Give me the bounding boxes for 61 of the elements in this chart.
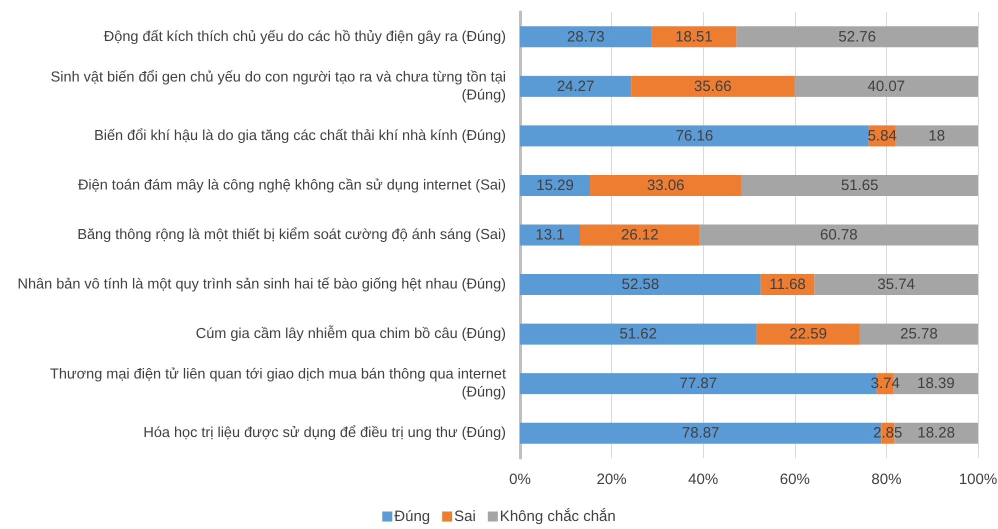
data-label: 18.51 bbox=[675, 28, 713, 46]
data-label: 35.66 bbox=[694, 78, 732, 95]
data-label: 40.07 bbox=[867, 78, 906, 95]
y-tick-label: Biến đổi khí hậu là do gia tăng các chất thải khí nhà kính (Đúng) bbox=[94, 128, 506, 144]
x-tick-label: 80% bbox=[871, 471, 902, 488]
legend-label: Đúng bbox=[394, 508, 430, 525]
bar bbox=[580, 224, 700, 246]
bar bbox=[520, 324, 756, 345]
data-label: 13.1 bbox=[535, 226, 565, 244]
bar bbox=[756, 324, 860, 345]
data-label: 52.76 bbox=[838, 28, 876, 46]
y-tick-label: Băng thông rộng là một thiết bị kiểm soát cường độ ánh sáng (Sai) bbox=[77, 227, 506, 243]
data-label: 25.78 bbox=[900, 326, 938, 343]
data-label: 51.62 bbox=[619, 326, 657, 343]
bar bbox=[520, 274, 761, 296]
y-tick-label: Nhân bản vô tính là một quy trình sản sinh hai tế bào giống hệt nhau (Đúng) bbox=[18, 276, 506, 293]
data-label: 60.78 bbox=[820, 226, 858, 244]
bar bbox=[896, 125, 978, 146]
data-label: 2.85 bbox=[873, 424, 902, 442]
data-label: 18 bbox=[928, 127, 946, 144]
bar bbox=[736, 26, 978, 48]
y-tick-label: Cúm gia cầm lây nhiễm qua chim bồ câu (Đúng) bbox=[196, 325, 506, 342]
x-tick-label: 100% bbox=[958, 471, 998, 488]
legend-label: Sai bbox=[454, 508, 476, 525]
data-label: 15.29 bbox=[536, 176, 574, 194]
legend-label: Không chắc chắn bbox=[500, 507, 616, 525]
data-label: 76.16 bbox=[676, 127, 714, 144]
data-label: 18.28 bbox=[917, 424, 955, 442]
data-label: 78.87 bbox=[682, 424, 720, 442]
bar bbox=[520, 125, 869, 146]
y-tick-label: Động đất kích thích chủ yếu do các hồ thủy điện gây ra (Đúng) bbox=[104, 28, 506, 45]
data-label: 24.27 bbox=[556, 78, 594, 95]
bar bbox=[794, 76, 978, 97]
x-tick-label: 20% bbox=[596, 471, 627, 488]
bar bbox=[590, 174, 742, 196]
bar bbox=[520, 26, 652, 48]
data-label: 51.65 bbox=[840, 176, 878, 194]
data-label: 11.68 bbox=[769, 276, 806, 294]
data-label: 52.58 bbox=[622, 276, 660, 294]
bar bbox=[860, 324, 978, 345]
y-tick-label: Sinh vật biến đổi gen chủ yếu do con người tạo ra và chưa từng tồn tại (Đúng) bbox=[50, 69, 506, 104]
x-tick-label: 40% bbox=[688, 471, 718, 488]
data-label: 33.06 bbox=[646, 176, 685, 194]
bar bbox=[814, 274, 978, 296]
bar bbox=[631, 76, 794, 97]
y-tick-label: Hóa học trị liệu được sử dụng để điều trị ung thư (Đúng) bbox=[143, 425, 506, 442]
data-label: 35.74 bbox=[877, 276, 915, 294]
data-label: 22.59 bbox=[789, 326, 827, 343]
data-label: 77.87 bbox=[680, 375, 718, 392]
y-tick-label: Thương mại điện tử liên quan tới giao dịch mua bán thông qua internet (Đúng) bbox=[50, 366, 506, 401]
bar bbox=[520, 224, 580, 246]
bar bbox=[652, 26, 736, 48]
data-label: 26.12 bbox=[621, 226, 659, 244]
bar bbox=[741, 174, 978, 196]
data-label: 28.73 bbox=[567, 28, 605, 46]
bar bbox=[700, 224, 978, 246]
x-tick-label: 60% bbox=[780, 471, 810, 488]
bar bbox=[520, 76, 632, 97]
x-tick-label: 0% bbox=[509, 471, 531, 488]
y-tick-label: Điện toán đám mây là công nghệ không cần sử dụng internet (Sai) bbox=[78, 177, 506, 194]
data-label: 18.39 bbox=[917, 375, 955, 392]
